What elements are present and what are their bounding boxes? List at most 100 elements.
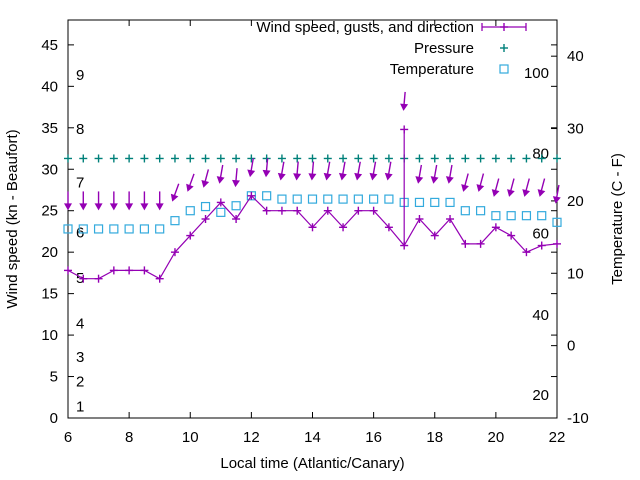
temperature-marker [491,211,501,221]
y-tick-label: 5 [50,369,58,386]
pressure-marker [308,154,317,163]
temperature-marker [445,197,455,208]
legend-label-wind: Wind speed, gusts, and direction [256,19,474,36]
y-tick-label: 35 [41,120,58,137]
x-tick-label: 20 [488,429,505,446]
wind-speed-marker [293,206,302,215]
pressure-marker [323,154,332,163]
y-tick-label: 0 [50,410,58,427]
wind-speed-marker [64,266,72,275]
wind-speed-marker [262,206,271,215]
temperature-marker [338,194,348,204]
temperature-marker [506,211,516,221]
wind-speed-marker [125,266,134,275]
temperature-marker [292,194,302,204]
wind-speed-marker [476,239,485,248]
pressure-marker [476,154,485,163]
pressure-marker [339,154,348,163]
pressure-marker [354,154,363,163]
temperature-marker [216,207,226,217]
temperature-marker [170,216,180,226]
x-tick-label: 18 [426,429,443,446]
gust-marker [400,125,409,134]
wind-direction-arrow [170,183,180,202]
temperature-marker [155,224,165,234]
pressure-marker [155,154,164,163]
pressure-marker [186,154,195,163]
wind-direction-arrow [247,158,256,178]
temperature-marker [475,206,486,216]
temperature-marker [414,197,425,208]
wind-speed-marker [461,239,470,248]
pressure-marker [125,154,134,163]
y2-tick-label: 30 [567,121,584,138]
y-axis-title: Wind speed (kn - Beaufort) [4,129,21,308]
beaufort-label: 9 [76,67,84,84]
wind-direction-arrow [262,158,271,178]
wind-direction-arrow [461,173,469,192]
x-tick-label: 10 [182,429,199,446]
pressure-marker [201,154,210,163]
temperature-marker [124,224,134,234]
y-tick-label: 10 [41,327,58,344]
y-tick-label: 45 [41,37,58,54]
temperature-marker [521,211,532,221]
temperature-marker [384,194,394,204]
wind-direction-arrow [445,164,454,184]
wind-speed-marker [170,248,179,257]
pressure-marker [94,154,103,163]
y2-tick-label: 10 [567,265,584,282]
wind-direction-arrow [323,161,332,181]
pressure-marker [537,154,546,163]
beaufort-label: 7 [76,175,84,192]
wind-speed-marker [109,266,118,275]
wind-direction-arrow [491,178,500,197]
wind-direction-arrow [201,169,210,188]
wind-direction-arrow [308,161,317,181]
wind-speed-marker [140,266,149,275]
wind-speed-marker [446,215,455,223]
wind-direction-arrow [293,161,302,181]
fahrenheit-label: 40 [532,307,549,324]
pressure-marker [247,154,256,163]
pressure-marker [293,154,302,163]
temperature-marker [93,224,104,234]
wind-speed-marker [339,223,348,232]
legend-label-pressure: Pressure [414,40,474,57]
wind-direction-arrow [109,191,118,211]
beaufort-label: 3 [76,349,84,366]
plot-border [67,19,558,419]
y-tick-label: 25 [41,203,58,220]
wind-speed-marker [430,231,439,240]
wind-direction-arrow [507,178,515,197]
temperature-marker [353,194,363,204]
pressure-marker [232,154,241,163]
y2-tick-label: -10 [567,410,589,427]
temperature-marker [231,201,241,211]
wind-speed-marker [354,206,363,215]
fahrenheit-label: 60 [532,226,549,243]
x-tick-label: 12 [243,429,260,446]
pressure-marker [369,154,378,163]
pressure-marker [384,154,393,163]
wind-speed-marker [369,206,378,215]
pressure-marker [140,154,149,163]
pressure-marker [277,154,286,163]
pressure-marker [64,154,72,163]
wind-speed-marker [155,274,164,283]
legend-label-temperature: Temperature [390,61,474,78]
beaufort-label: 1 [76,399,84,416]
wind-speed-marker [323,206,332,215]
x-tick-label: 8 [125,429,133,446]
wind-speed-marker [507,231,516,240]
temperature-marker [323,194,333,204]
legend-marker-wind [500,23,508,31]
beaufort-label: 2 [76,374,84,391]
temperature-marker [277,194,287,204]
wind-speed-marker [277,206,286,215]
wind-speed-marker [384,223,393,232]
temperature-marker [307,194,318,204]
wind-direction-arrow [476,173,485,192]
